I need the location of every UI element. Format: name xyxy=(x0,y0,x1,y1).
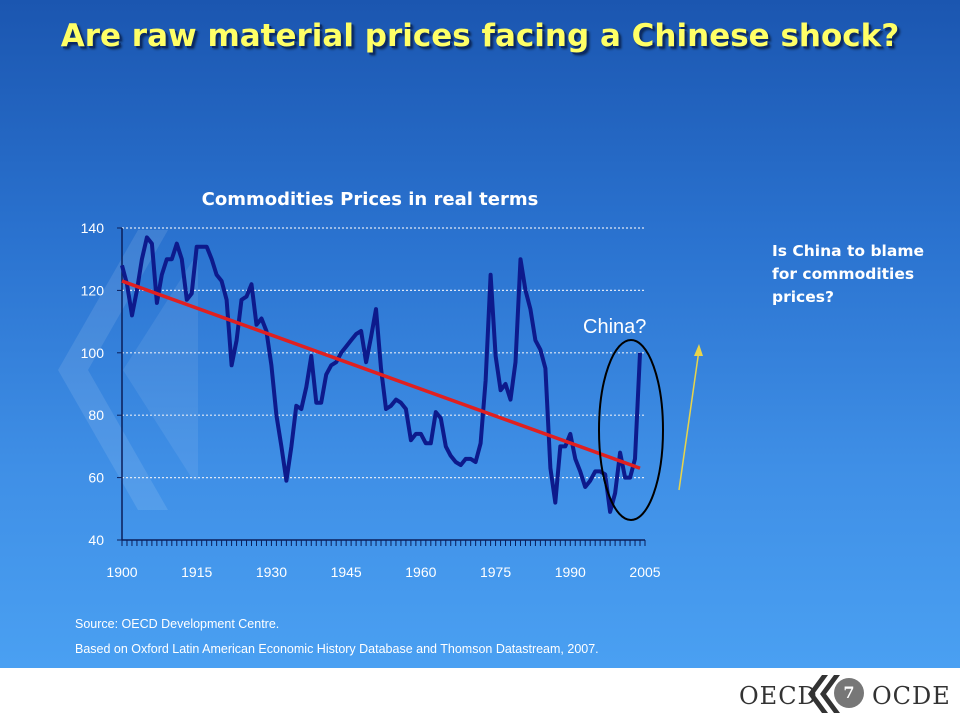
page-number: 7 xyxy=(834,678,864,708)
trend-line xyxy=(121,279,641,470)
x-tick-label: 1960 xyxy=(405,564,436,580)
oecd-watermark-icon xyxy=(58,230,198,510)
up-arrow-icon xyxy=(678,349,700,491)
ocde-logo-text: OCDE xyxy=(872,682,951,710)
y-tick-label: 120 xyxy=(81,282,105,298)
oecd-chevron-icon xyxy=(808,675,840,713)
footer: OECD 7 OCDE xyxy=(0,668,960,720)
y-tick-label: 140 xyxy=(81,220,105,236)
arrow-head-icon xyxy=(694,344,703,356)
source-text: Source: OECD Development Centre. xyxy=(75,617,280,631)
china-highlight-ellipse xyxy=(598,339,664,521)
series-line xyxy=(120,235,642,514)
y-tick-label: 100 xyxy=(81,345,105,361)
source-detail-text: Based on Oxford Latin American Economic … xyxy=(75,642,599,656)
x-tick-label: 1990 xyxy=(555,564,586,580)
china-annotation: China? xyxy=(583,316,646,338)
x-tick-label: 1945 xyxy=(331,564,362,580)
y-tick-label: 60 xyxy=(88,470,104,486)
x-tick-label: 1930 xyxy=(256,564,287,580)
x-tick-label: 2005 xyxy=(629,564,660,580)
y-tick-label: 80 xyxy=(88,407,104,423)
line-chart: 40 60 80 100 120 140 1900 1915 1930 1945 1960 1975 1… xyxy=(81,220,703,580)
slide-title: Are raw material prices facing a Chinese… xyxy=(60,18,900,54)
y-tick-label: 40 xyxy=(88,532,104,548)
slide-background: Are raw material prices facing a Chinese… xyxy=(0,0,960,668)
oecd-logo-text: OECD xyxy=(739,682,818,710)
chart-title: Commodities Prices in real terms xyxy=(201,189,539,210)
x-tick-label: 1975 xyxy=(480,564,511,580)
x-tick-label: 1900 xyxy=(106,564,137,580)
side-note: Is China to blame for commodities prices… xyxy=(772,242,924,306)
x-tick-label: 1915 xyxy=(181,564,212,580)
